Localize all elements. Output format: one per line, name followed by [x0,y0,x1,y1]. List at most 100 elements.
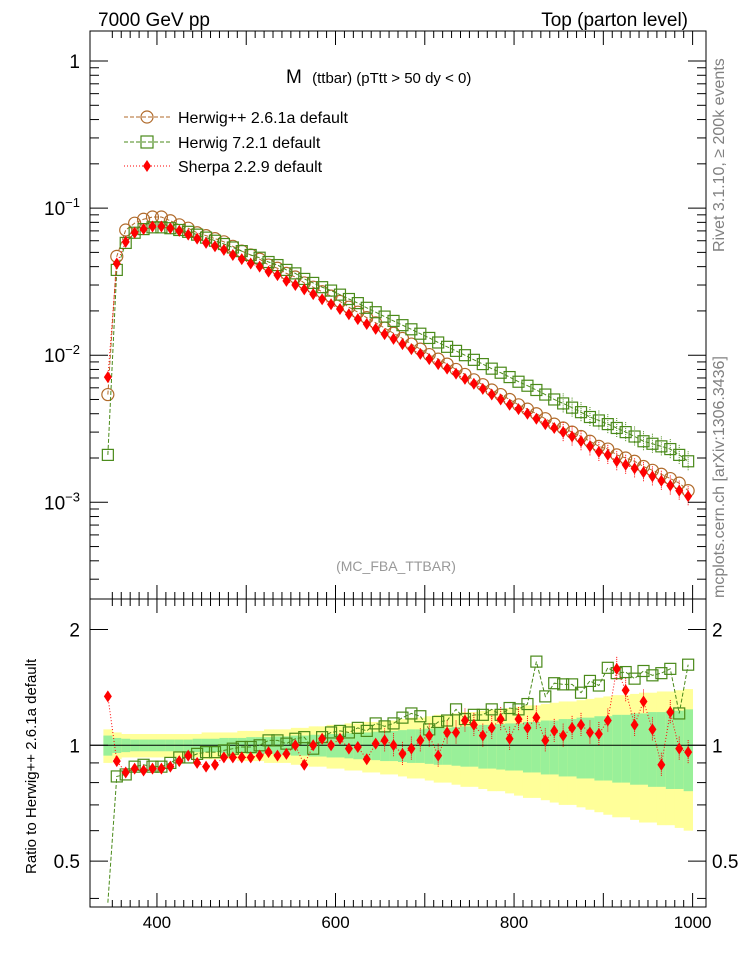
ratio-point [548,677,561,690]
data-point [585,440,594,453]
ratio-point [673,707,686,720]
ratio-point [405,707,418,720]
ratio-point [362,753,371,766]
x-tick-label: 600 [321,913,349,932]
band-green [612,714,622,783]
data-point [387,314,400,328]
band-green [442,727,452,765]
ratio-point [583,674,597,688]
ratio-point [130,762,139,775]
data-point [416,347,425,360]
data-point [505,398,514,411]
data-point [568,430,577,443]
ratio-point [568,721,577,734]
ratio-point [166,760,175,773]
data-point [684,490,693,503]
ratio-point [565,678,579,691]
legend: Herwig++ 2.6.1a default Herwig 7.2.1 def… [124,110,348,176]
ratio-point [612,662,621,675]
data-point [592,414,605,427]
y-tick-label: 1 [69,736,80,757]
ratio-point [592,679,605,692]
data-point [255,260,264,273]
ratio-point [574,686,588,699]
data-point [103,371,112,384]
ratio-point [271,734,284,747]
data-point [467,353,480,366]
legend-label-sherpa: Sherpa 2.2.9 default [178,159,323,176]
data-point [148,220,157,233]
ratio-point [666,706,675,719]
data-point [353,313,362,326]
ratio-point [603,714,612,727]
legend-entry-herwigpp: Herwig++ 2.6.1a default [124,110,348,127]
data-point [628,430,641,443]
data-point [532,412,541,425]
analysis-tag: (MC_FBA_TTBAR) [336,558,456,574]
data-point [101,387,115,402]
ratio-point [648,723,657,736]
data-point [202,236,211,249]
data-point [496,393,505,406]
band-green [585,717,595,779]
data-point [574,406,588,419]
data-point [432,336,445,349]
data-point [548,393,561,406]
ratio-point [112,755,121,768]
ratio-point [432,715,445,729]
data-point [396,319,409,332]
ratio-point [175,755,184,768]
data-point [228,248,237,261]
ratio-series-layer [103,655,695,903]
legend-entry-sherpa: Sherpa 2.2.9 default [124,159,323,176]
ratio-point [255,749,264,762]
ratio-point [139,764,148,777]
band-green [576,717,586,779]
band-green [531,721,542,773]
band-green [496,724,506,770]
data-point [637,435,650,448]
ratio-band-layer [90,689,706,831]
series-line [107,216,689,492]
ratio-point [199,746,213,759]
data-point [210,240,219,253]
ratio-point [380,734,389,747]
data-point [630,462,639,475]
data-point [246,257,255,270]
band-green [514,723,524,771]
ratio-point [469,718,478,731]
data-point [219,243,228,256]
ratio-point [416,734,425,747]
band-green [558,719,569,777]
data-point [639,466,648,479]
data-point [318,293,327,306]
data-point [657,474,666,487]
series-2 [103,220,693,507]
ratio-axes: 2 2 1 1 0.5 0.5 [54,599,738,907]
header-right: Top (parton level) [541,10,688,31]
ratio-point [148,762,157,775]
data-point [612,455,621,468]
data-point [487,388,496,401]
legend-entry-herwig7: Herwig 7.2.1 default [124,135,321,152]
ratio-point [318,732,327,745]
data-point [541,418,550,431]
ratio-point [630,718,639,731]
data-point [193,232,202,245]
ratio-point [342,726,355,739]
ratio-point [460,714,469,727]
data-point [441,340,454,353]
data-point [559,426,568,439]
data-point [398,338,407,351]
plot-title-sub: (ttbar) (pTtt > 50 dy < 0) [312,70,471,87]
ratio-point [351,721,364,734]
ratio-point [298,731,311,744]
ratio-point [208,746,222,759]
ratio-panel: 2 2 1 1 0.5 0.5 Ratio to Herwig++ 2.6.1a defa… [23,598,738,908]
ratio-point [237,751,246,764]
data-point [175,224,184,237]
y-tick-label: 10−2 [44,342,80,367]
data-point [380,328,389,341]
ratio-point [327,739,336,752]
ratio-point [628,672,641,685]
